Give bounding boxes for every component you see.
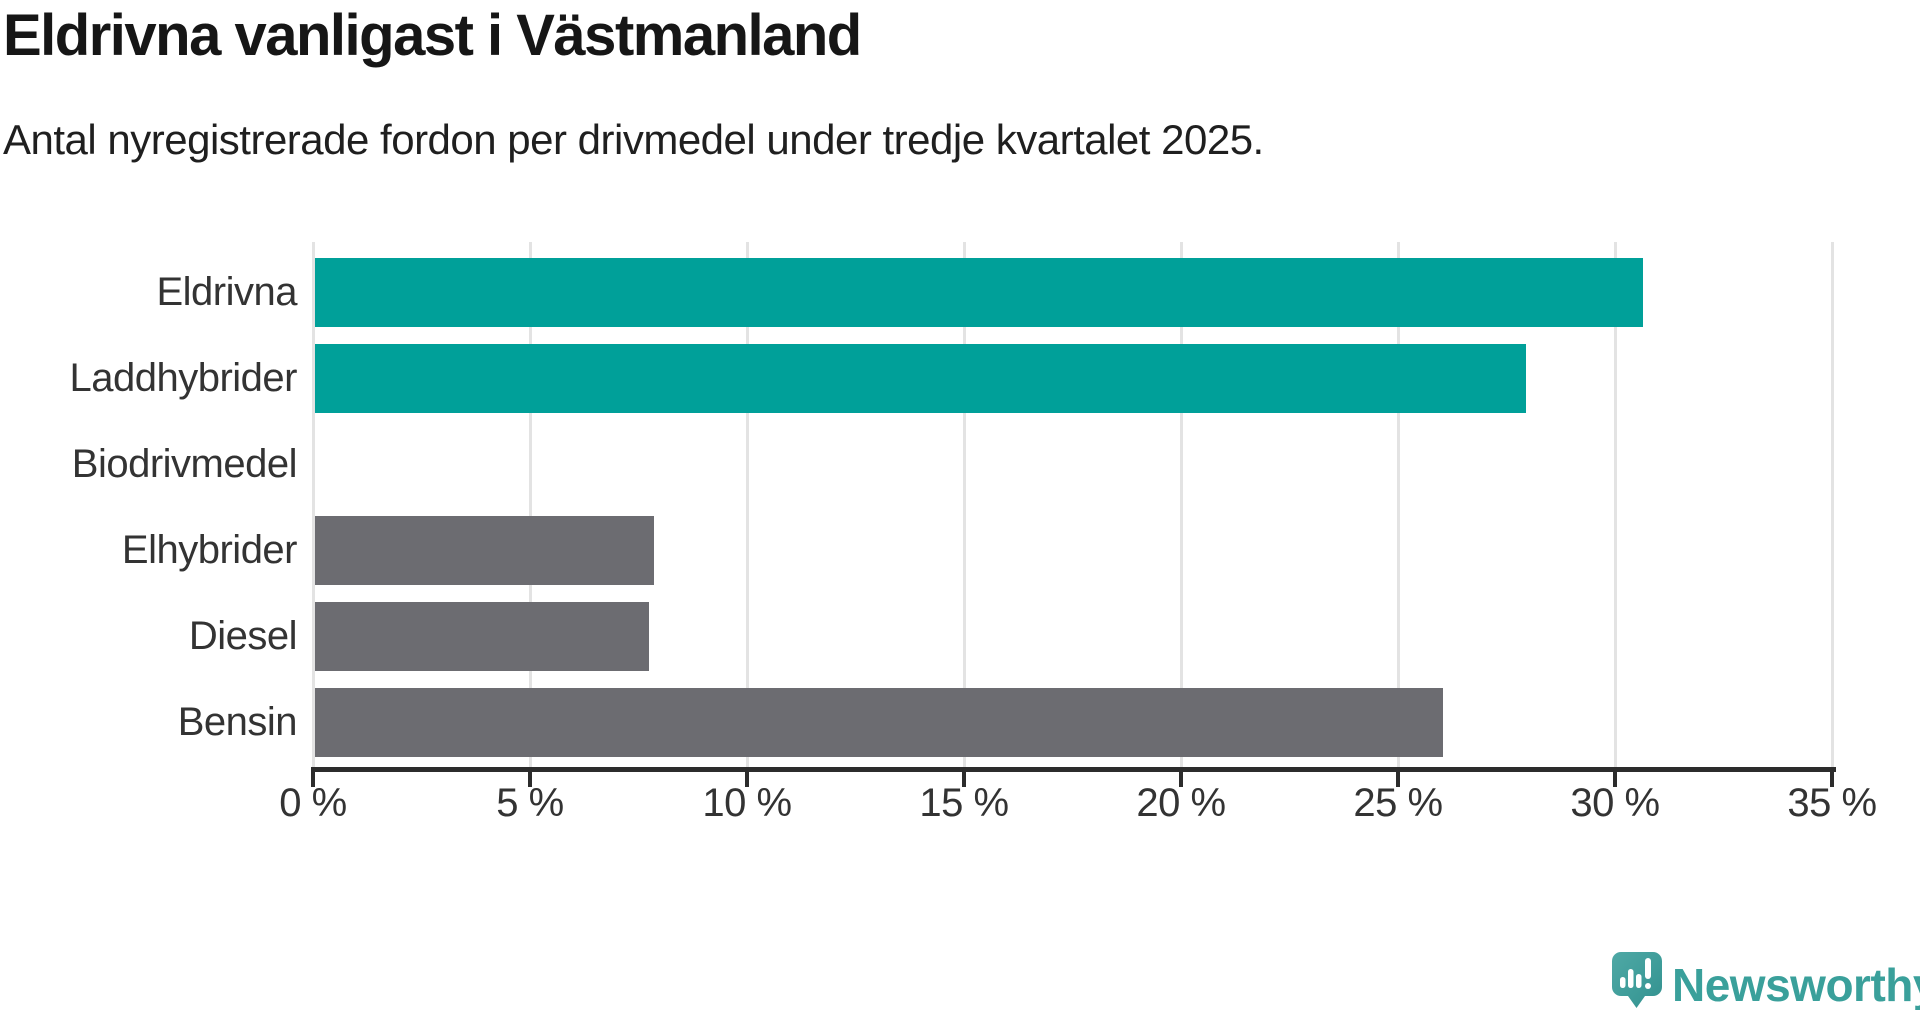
bar-bensin (315, 688, 1444, 757)
category-label-laddhybrider: Laddhybrider (69, 356, 298, 400)
x-gridline (311, 242, 315, 768)
x-gridline (1179, 242, 1183, 768)
x-gridline (1613, 242, 1617, 768)
bar-eldrivna (315, 258, 1643, 327)
bar-elhybrider (315, 516, 654, 585)
newsworthy-logo-icon (1612, 952, 1662, 1008)
x-axis-tick (1179, 772, 1183, 787)
x-gridline (1830, 242, 1834, 768)
category-label-elhybrider: Elhybrider (121, 528, 298, 572)
x-gridline (962, 242, 966, 768)
brand-footer: Newsworthy (1612, 952, 1920, 1010)
x-axis-line (311, 767, 1836, 772)
x-axis-tick-label: 25 % (1353, 781, 1443, 825)
category-label-biodrivmedel: Biodrivmedel (71, 442, 298, 486)
x-axis-tick-label: 30 % (1570, 781, 1660, 825)
x-axis-tick (311, 772, 315, 787)
x-axis-tick-label: 20 % (1136, 781, 1226, 825)
x-axis-tick-label: 15 % (919, 781, 1009, 825)
x-axis-tick-label: 35 % (1787, 781, 1877, 825)
x-axis-tick-label: 5 % (496, 781, 564, 825)
category-label-eldrivna: Eldrivna (156, 270, 297, 314)
x-axis-tick (745, 772, 749, 787)
x-axis-tick (1830, 772, 1834, 787)
x-gridline (1396, 242, 1400, 768)
x-axis-tick-label: 0 % (279, 781, 347, 825)
x-axis-tick (528, 772, 532, 787)
x-gridline (745, 242, 749, 768)
x-gridline (528, 242, 532, 768)
x-axis-tick (1613, 772, 1617, 787)
bar-laddhybrider (315, 344, 1526, 413)
x-axis-tick (962, 772, 966, 787)
brand-wordmark: Newsworthy (1672, 959, 1920, 1010)
chart-title: Eldrivna vanligast i Västmanland (3, 3, 862, 68)
category-label-bensin: Bensin (177, 700, 298, 744)
chart-subtitle: Antal nyregistrerade fordon per drivmede… (3, 116, 1264, 163)
bar-diesel (315, 602, 650, 671)
x-axis-tick-label: 10 % (702, 781, 792, 825)
x-axis-tick (1396, 772, 1400, 787)
category-label-diesel: Diesel (188, 614, 298, 658)
